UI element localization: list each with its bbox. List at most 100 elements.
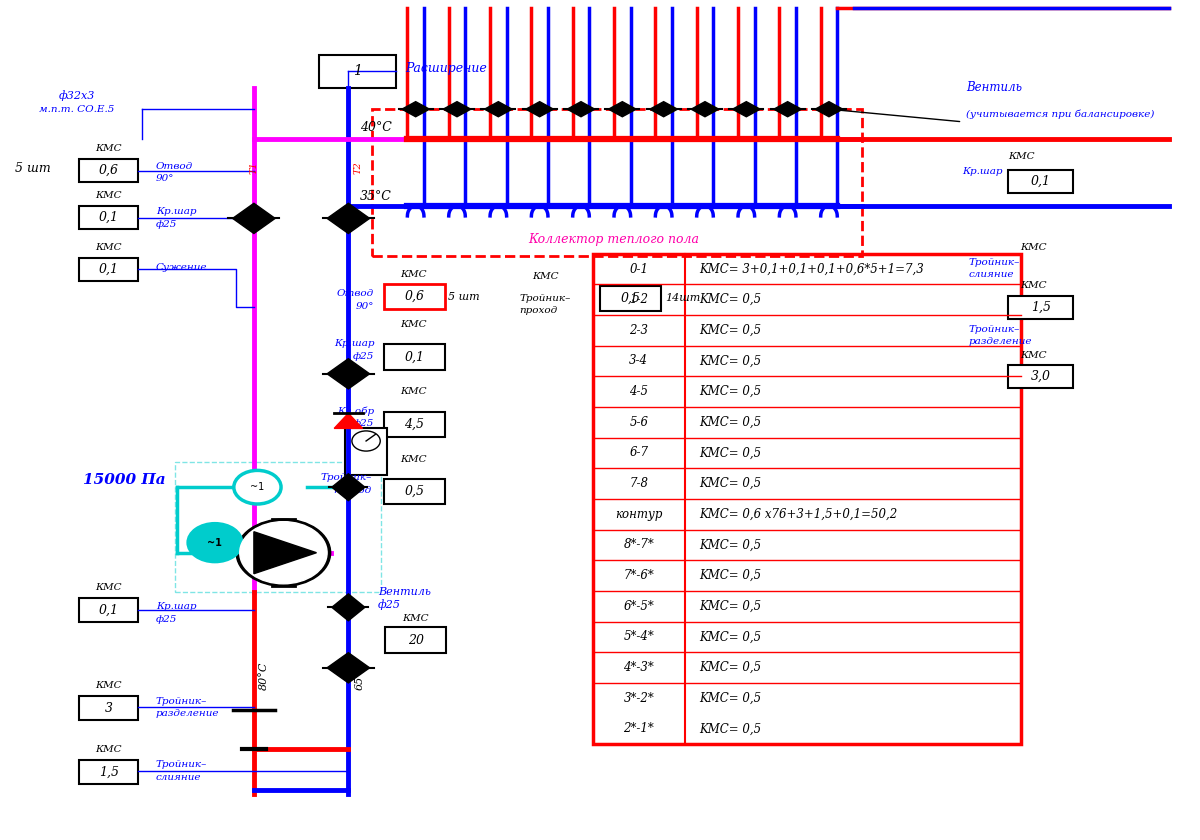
Text: 40°C: 40°C (360, 122, 392, 134)
Text: 7*-6*: 7*-6* (624, 570, 654, 582)
Text: KMC= 0,5: KMC= 0,5 (700, 477, 761, 490)
Text: 7-8: 7-8 (629, 477, 648, 490)
Text: Сужение: Сужение (156, 263, 208, 271)
Text: 90°: 90° (156, 175, 174, 183)
Text: KMC= 0,5: KMC= 0,5 (700, 692, 761, 705)
Text: KMC= 0,5: KMC= 0,5 (700, 570, 761, 582)
Text: KMC= 0,5: KMC= 0,5 (700, 447, 761, 459)
Text: 0,1: 0,1 (98, 603, 119, 617)
Text: Кр.шар: Кр.шар (156, 207, 197, 216)
Text: 3-4: 3-4 (629, 354, 648, 367)
Text: 80°C: 80°C (258, 662, 269, 690)
FancyBboxPatch shape (384, 284, 445, 309)
Text: 1-2: 1-2 (629, 293, 648, 306)
Polygon shape (233, 203, 275, 234)
Text: КМС: КМС (95, 144, 122, 153)
Text: 90°: 90° (356, 302, 374, 311)
Text: 5 шт: 5 шт (448, 291, 479, 302)
Text: ф25: ф25 (156, 220, 178, 228)
Polygon shape (402, 102, 430, 117)
Text: 3: 3 (104, 701, 113, 715)
Text: 0,1: 0,1 (98, 263, 119, 276)
Text: ф32х3: ф32х3 (59, 90, 95, 101)
Text: ф25: ф25 (378, 600, 401, 610)
Text: 5 шт: 5 шт (16, 161, 50, 175)
Polygon shape (732, 102, 760, 117)
Text: 1: 1 (353, 65, 361, 78)
Text: 0,5: 0,5 (620, 291, 641, 305)
FancyBboxPatch shape (79, 696, 138, 720)
Text: 3,0: 3,0 (1031, 370, 1051, 383)
Text: Кр.шар: Кр.шар (962, 167, 1003, 176)
Text: КМС: КМС (95, 191, 122, 200)
Text: КМС: КМС (1020, 350, 1046, 360)
Polygon shape (328, 203, 370, 234)
Text: ф25: ф25 (353, 419, 374, 428)
Text: 65°C: 65°C (355, 662, 365, 690)
Text: м.п.т. СО.Е.5: м.п.т. СО.Е.5 (40, 105, 114, 114)
Text: 0,6: 0,6 (404, 290, 425, 303)
Text: T2: T2 (353, 161, 362, 175)
Text: 35°C: 35°C (360, 191, 392, 203)
Polygon shape (691, 102, 719, 117)
Text: 2*-1*: 2*-1* (624, 722, 654, 735)
Text: КМС: КМС (95, 681, 122, 690)
Text: КМС: КМС (533, 272, 559, 281)
Text: Кр.шар: Кр.шар (156, 602, 197, 611)
Polygon shape (254, 532, 317, 574)
Text: КМС: КМС (95, 583, 122, 592)
Text: KMC= 0,5: KMC= 0,5 (700, 600, 761, 612)
Text: КМС: КМС (95, 243, 122, 252)
Polygon shape (332, 474, 365, 501)
Text: 4,5: 4,5 (404, 417, 425, 431)
Text: 3*-2*: 3*-2* (624, 692, 654, 705)
Text: 6*-5*: 6*-5* (624, 600, 654, 612)
Text: КМС: КМС (402, 614, 428, 623)
Text: KMC= 0,5: KMC= 0,5 (700, 386, 761, 398)
Text: 2-3: 2-3 (629, 324, 648, 337)
FancyBboxPatch shape (384, 479, 445, 504)
Text: КМС: КМС (400, 454, 427, 464)
Text: ф25: ф25 (353, 352, 374, 360)
FancyBboxPatch shape (79, 598, 138, 622)
Text: 0,1: 0,1 (1031, 175, 1051, 188)
Polygon shape (332, 594, 365, 621)
Polygon shape (568, 102, 595, 117)
Text: Тройник–: Тройник– (968, 325, 1020, 333)
FancyBboxPatch shape (344, 428, 388, 475)
Text: 15000 Па: 15000 Па (83, 474, 166, 487)
Text: Тройник–: Тройник– (320, 474, 372, 482)
Text: 20: 20 (408, 633, 424, 647)
Text: 5-6: 5-6 (629, 416, 648, 428)
Text: 0,1: 0,1 (98, 211, 119, 224)
Text: 14шт: 14шт (665, 293, 700, 303)
Text: 0-1: 0-1 (629, 263, 648, 276)
Text: ф25: ф25 (156, 615, 178, 623)
Text: Отвод: Отвод (156, 162, 193, 171)
Polygon shape (334, 413, 362, 428)
FancyBboxPatch shape (1008, 365, 1074, 388)
Polygon shape (774, 102, 802, 117)
Text: KMC= 0,5: KMC= 0,5 (700, 293, 761, 306)
FancyBboxPatch shape (79, 159, 138, 182)
Text: KMC= 0,5: KMC= 0,5 (700, 631, 761, 643)
FancyBboxPatch shape (79, 760, 138, 784)
Polygon shape (485, 102, 512, 117)
FancyBboxPatch shape (384, 344, 445, 370)
Text: 4-5: 4-5 (629, 386, 648, 398)
Polygon shape (815, 102, 842, 117)
FancyBboxPatch shape (384, 412, 445, 437)
Text: KMC= 0,5: KMC= 0,5 (700, 661, 761, 674)
Text: KMC= 3+0,1+0,1+0,1+0,6*5+1=7,3: KMC= 3+0,1+0,1+0,1+0,6*5+1=7,3 (700, 263, 924, 276)
Text: Отвод: Отвод (337, 290, 374, 298)
FancyBboxPatch shape (593, 254, 1021, 744)
FancyBboxPatch shape (1008, 170, 1074, 193)
Text: КМС: КМС (1020, 281, 1046, 290)
Text: Тройник–: Тройник– (156, 697, 208, 706)
Circle shape (352, 431, 380, 451)
FancyBboxPatch shape (1008, 296, 1074, 319)
Polygon shape (328, 359, 370, 389)
Text: KMC= 0,5: KMC= 0,5 (700, 416, 761, 428)
Circle shape (236, 519, 331, 586)
Text: 8*-7*: 8*-7* (624, 538, 654, 551)
